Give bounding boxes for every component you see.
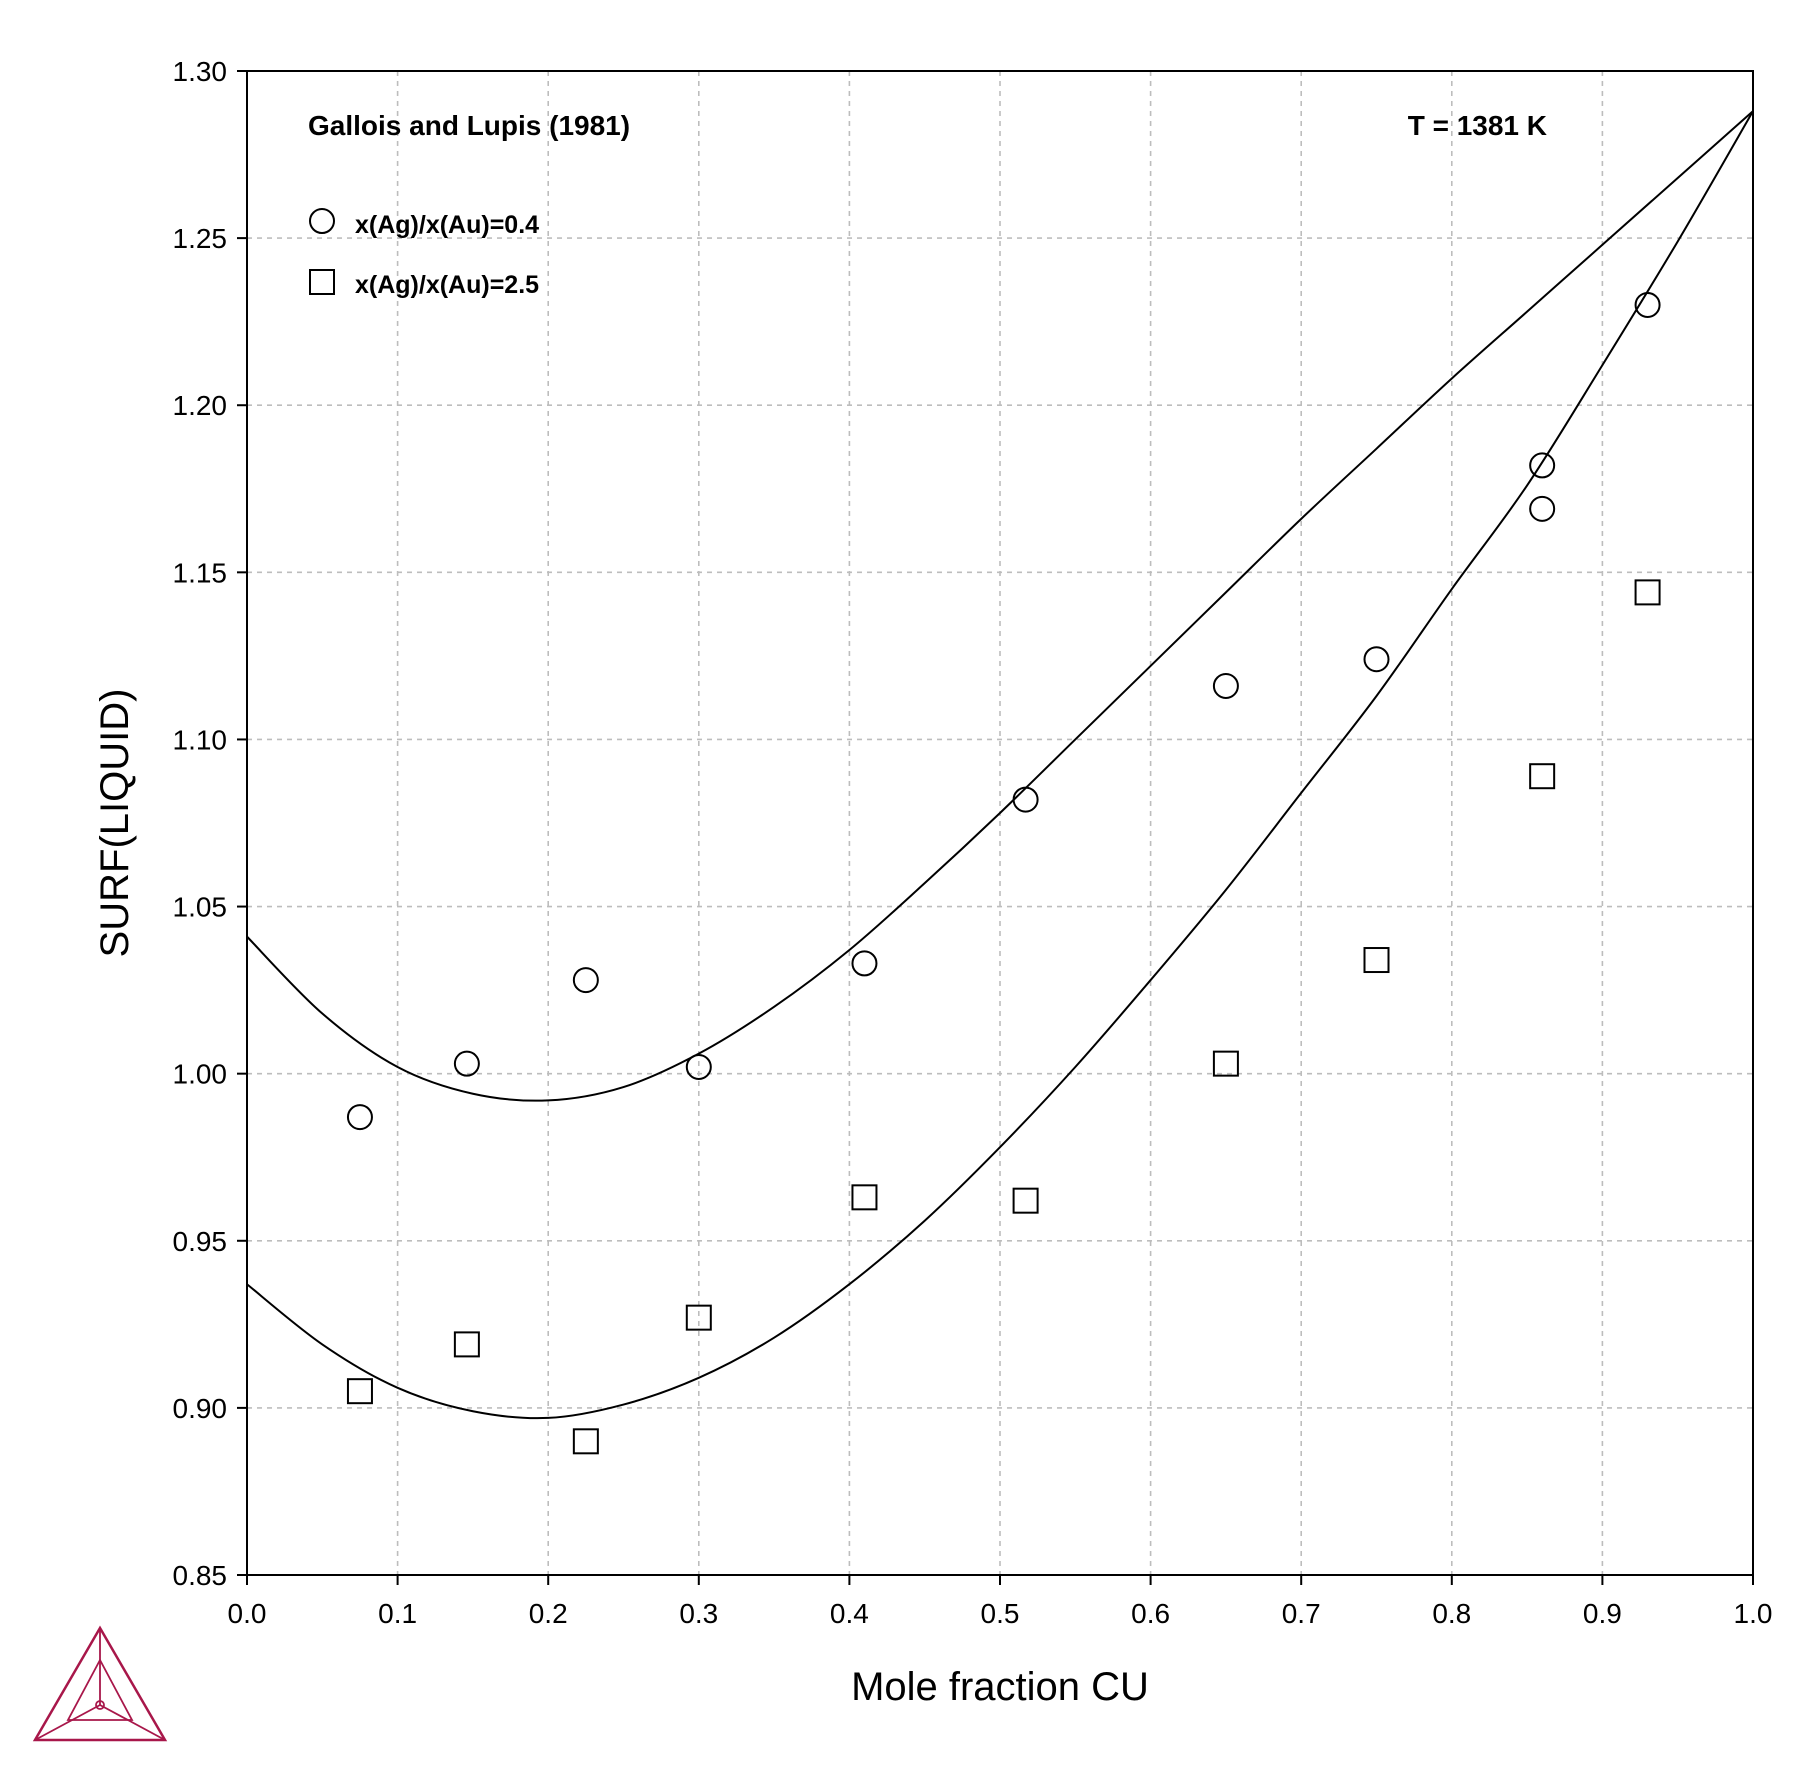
calculated-curve-1 [246, 110, 1754, 1102]
data-point-circle [851, 950, 878, 977]
data-point-circle [453, 1050, 480, 1077]
temperature-annotation: T = 1381 K [1408, 110, 1547, 141]
x-tick-label: 0.7 [1282, 1598, 1321, 1629]
x-tick-label: 0.8 [1432, 1598, 1471, 1629]
legend: x(Ag)/x(Au)=0.4 x(Ag)/x(Au)=2.5 [309, 208, 539, 299]
x-tick-label: 0.6 [1131, 1598, 1170, 1629]
data-point-square [453, 1331, 480, 1358]
data-point-square [1634, 579, 1661, 606]
data-point-circle [572, 967, 599, 994]
y-tick-label: 1.25 [173, 223, 228, 254]
data-point-circle [685, 1053, 712, 1080]
x-axis-title: Mole fraction CU [851, 1665, 1149, 1709]
axes: 0.0 0.1 0.2 0.3 0.4 0.5 0.6 0.7 0.8 0.9 1.0 0.85 0.9… [173, 56, 1773, 1629]
logo-line [34, 1704, 101, 1741]
y-tick-label: 1.00 [173, 1059, 228, 1090]
y-tick-label: 0.95 [173, 1226, 228, 1257]
data-point-square [572, 1428, 599, 1455]
data-point-circle [1212, 672, 1239, 699]
data-point-square [346, 1378, 373, 1405]
x-tick-label: 0.4 [830, 1598, 869, 1629]
source-annotation: Gallois and Lupis (1981) [308, 110, 630, 141]
data-point-circle [1363, 646, 1390, 673]
x-tick-label: 0.2 [529, 1598, 568, 1629]
data-point-square [685, 1304, 712, 1331]
logo-center-dot [95, 1700, 105, 1710]
calculated-curve-2 [246, 110, 1754, 1420]
data-point-circle [1529, 452, 1556, 479]
logo-line [99, 1704, 166, 1741]
y-tick-label: 1.20 [173, 390, 228, 421]
data-point-square [1529, 763, 1556, 790]
y-tick-label: 0.90 [173, 1393, 228, 1424]
x-tick-label: 0.3 [679, 1598, 718, 1629]
x-tick-label: 1.0 [1734, 1598, 1773, 1629]
legend-square-marker [309, 269, 335, 295]
thermo-calc-triangle-logo [32, 1625, 168, 1742]
legend-label-square: x(Ag)/x(Au)=2.5 [355, 271, 539, 299]
y-tick-label: 1.15 [173, 557, 228, 588]
data-point-square [1363, 947, 1390, 974]
legend-label-circle: x(Ag)/x(Au)=0.4 [355, 211, 539, 239]
y-axis-title: SURF(LIQUID) [93, 689, 137, 958]
data-markers [346, 291, 1661, 1455]
calculated-curves [246, 110, 1754, 1420]
x-tick-label: 0.9 [1583, 1598, 1622, 1629]
data-point-circle [346, 1104, 373, 1131]
x-tick-label: 0.0 [228, 1598, 267, 1629]
logo-inner-triangle [66, 1658, 134, 1721]
legend-circle-marker [309, 208, 335, 234]
x-tick-label: 0.5 [981, 1598, 1020, 1629]
logo-outer-triangle [32, 1625, 168, 1742]
gridlines [247, 71, 1753, 1575]
data-point-square [851, 1184, 878, 1211]
y-tick-label: 0.85 [173, 1560, 228, 1591]
data-point-square [1012, 1187, 1039, 1214]
data-point-circle [1634, 291, 1661, 318]
data-point-circle [1529, 495, 1556, 522]
data-point-square [1212, 1050, 1239, 1077]
y-tick-label: 1.10 [173, 724, 228, 755]
data-point-circle [1012, 786, 1039, 813]
x-tick-label: 0.1 [378, 1598, 417, 1629]
y-tick-label: 1.05 [173, 892, 228, 923]
y-tick-label: 1.30 [173, 56, 228, 87]
